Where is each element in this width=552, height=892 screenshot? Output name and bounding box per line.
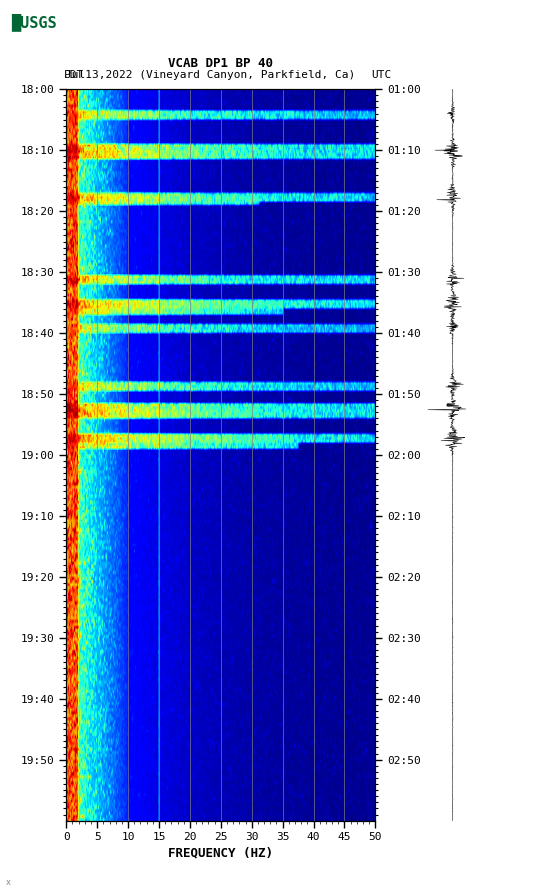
Text: PDT: PDT	[63, 70, 84, 80]
X-axis label: FREQUENCY (HZ): FREQUENCY (HZ)	[168, 847, 273, 860]
Text: Jul13,2022 (Vineyard Canyon, Parkfield, Ca): Jul13,2022 (Vineyard Canyon, Parkfield, …	[65, 70, 355, 80]
Text: VCAB DP1 BP 40: VCAB DP1 BP 40	[168, 56, 273, 70]
Text: █USGS: █USGS	[11, 13, 57, 31]
Text: UTC: UTC	[371, 70, 391, 80]
Text: x: x	[6, 878, 10, 887]
